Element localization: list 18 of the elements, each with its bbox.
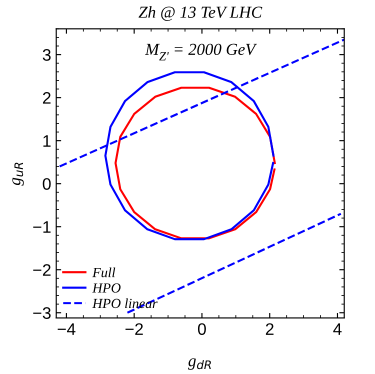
legend-label: Full <box>92 267 116 278</box>
y-tick-label: 3 <box>42 49 51 61</box>
y-tick-label: −3 <box>33 307 51 319</box>
x-tick-label: −2 <box>126 323 143 335</box>
y-tick-label: 2 <box>42 92 51 104</box>
y-axis-title: g$_{uR}$ <box>12 162 24 186</box>
y-tick-label: −1 <box>33 221 51 233</box>
x-axis-title: g$_{dR}$ <box>188 358 211 370</box>
y-tick-label: 1 <box>43 135 51 147</box>
line-series <box>114 86 276 240</box>
y-tick-label: 0 <box>42 178 51 190</box>
legend-label: HPO <box>92 283 121 293</box>
x-tick-label: 2 <box>266 323 274 335</box>
y-tick-label: −2 <box>33 264 51 276</box>
chart-title: Zh @ 13 TeV LHC <box>138 6 262 21</box>
x-tick-label: 4 <box>333 323 342 335</box>
x-tick-label: 0 <box>198 323 206 336</box>
x-tick-label: −4 <box>58 323 76 335</box>
